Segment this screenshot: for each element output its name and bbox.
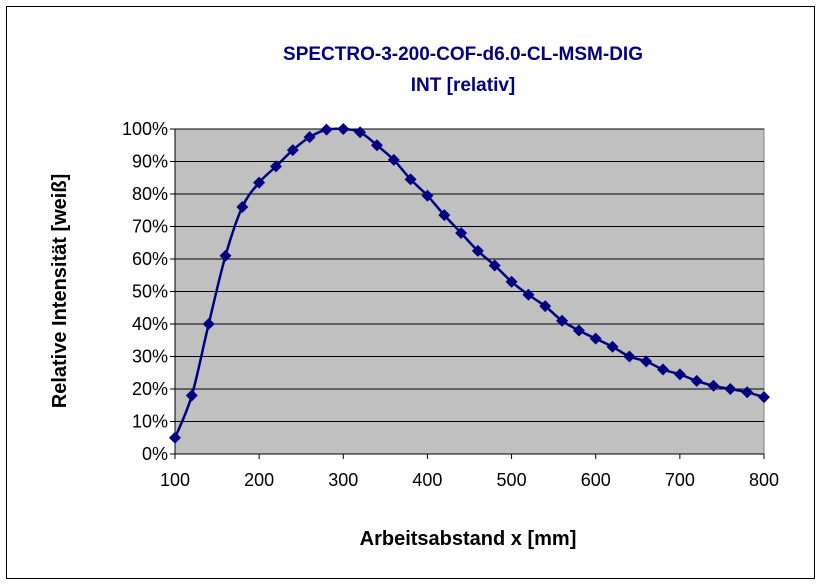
data-point-diamond [471,244,484,257]
data-point-diamond [337,123,350,135]
chart-title-line-2: INT [relativ] [411,75,516,96]
data-point-diamond [421,189,434,202]
data-point-diamond [640,355,653,368]
data-point-diamond [202,318,215,330]
data-point-diamond [236,201,249,213]
data-point-diamond [370,139,383,152]
data-point-diamond [690,374,703,387]
y-tick-label: 80% [132,184,168,204]
x-tick-label: 100 [160,470,190,490]
y-tick-label: 30% [132,347,168,367]
y-tick-label: 70% [132,217,168,237]
data-point-diamond [253,176,266,189]
y-axis-ticks: 0% 10% 20% 30% 40% 50% 60% 70% 80% 90% 100% [122,119,175,464]
data-point-diamond [522,288,535,301]
data-point-diamond [455,227,468,239]
data-point-diamond [320,123,333,136]
y-tick-label: 20% [132,379,168,399]
x-tick-label: 400 [412,470,442,490]
data-point-diamond [556,314,569,327]
x-axis-title: Arbeitsabstand x [mm] [360,528,577,550]
data-points [169,123,770,444]
data-point-diamond [303,131,316,144]
x-tick-label: 200 [244,470,274,490]
data-point-diamond [286,144,299,157]
data-point-diamond [606,340,619,353]
y-tick-label: 90% [132,152,168,172]
x-tick-label: 600 [581,470,611,490]
data-point-diamond [404,173,417,186]
data-point-diamond [657,363,669,376]
data-point-diamond [623,350,636,363]
data-point-diamond [741,386,754,399]
x-tick-label: 700 [665,470,695,490]
data-point-diamond [438,209,451,222]
data-point-diamond [219,249,232,262]
x-tick-label: 300 [328,470,358,490]
data-point-diamond [169,431,181,444]
y-tick-label: 60% [132,249,168,269]
data-point-diamond [270,160,282,173]
y-axis-title: Relative Intensität [weiß] [49,174,71,409]
y-tick-label: 40% [132,314,168,334]
x-axis-ticks: 100 200 300 400 500 600 700 800 [160,454,779,490]
data-point-diamond [589,332,602,345]
y-tick-label: 50% [132,282,168,302]
y-tick-label: 10% [132,412,168,432]
data-point-diamond [185,389,198,402]
chart-title-line-1: SPECTRO-3-200-COF-d6.0-CL-MSM-DIG [283,44,643,65]
data-point-diamond [505,275,518,288]
x-tick-label: 500 [497,470,527,490]
data-point-diamond [488,259,501,272]
data-point-diamond [673,368,686,381]
data-point-diamond [354,126,367,139]
data-point-diamond [572,324,585,337]
data-point-diamond [387,153,400,166]
y-tick-label: 100% [122,119,168,139]
data-point-diamond [539,300,552,313]
data-point-diamond [758,391,770,404]
data-point-diamond [707,379,720,392]
y-tick-label: 0% [142,444,168,464]
grid-lines [174,128,764,455]
data-point-diamond [724,383,737,395]
x-tick-label: 800 [749,470,779,490]
